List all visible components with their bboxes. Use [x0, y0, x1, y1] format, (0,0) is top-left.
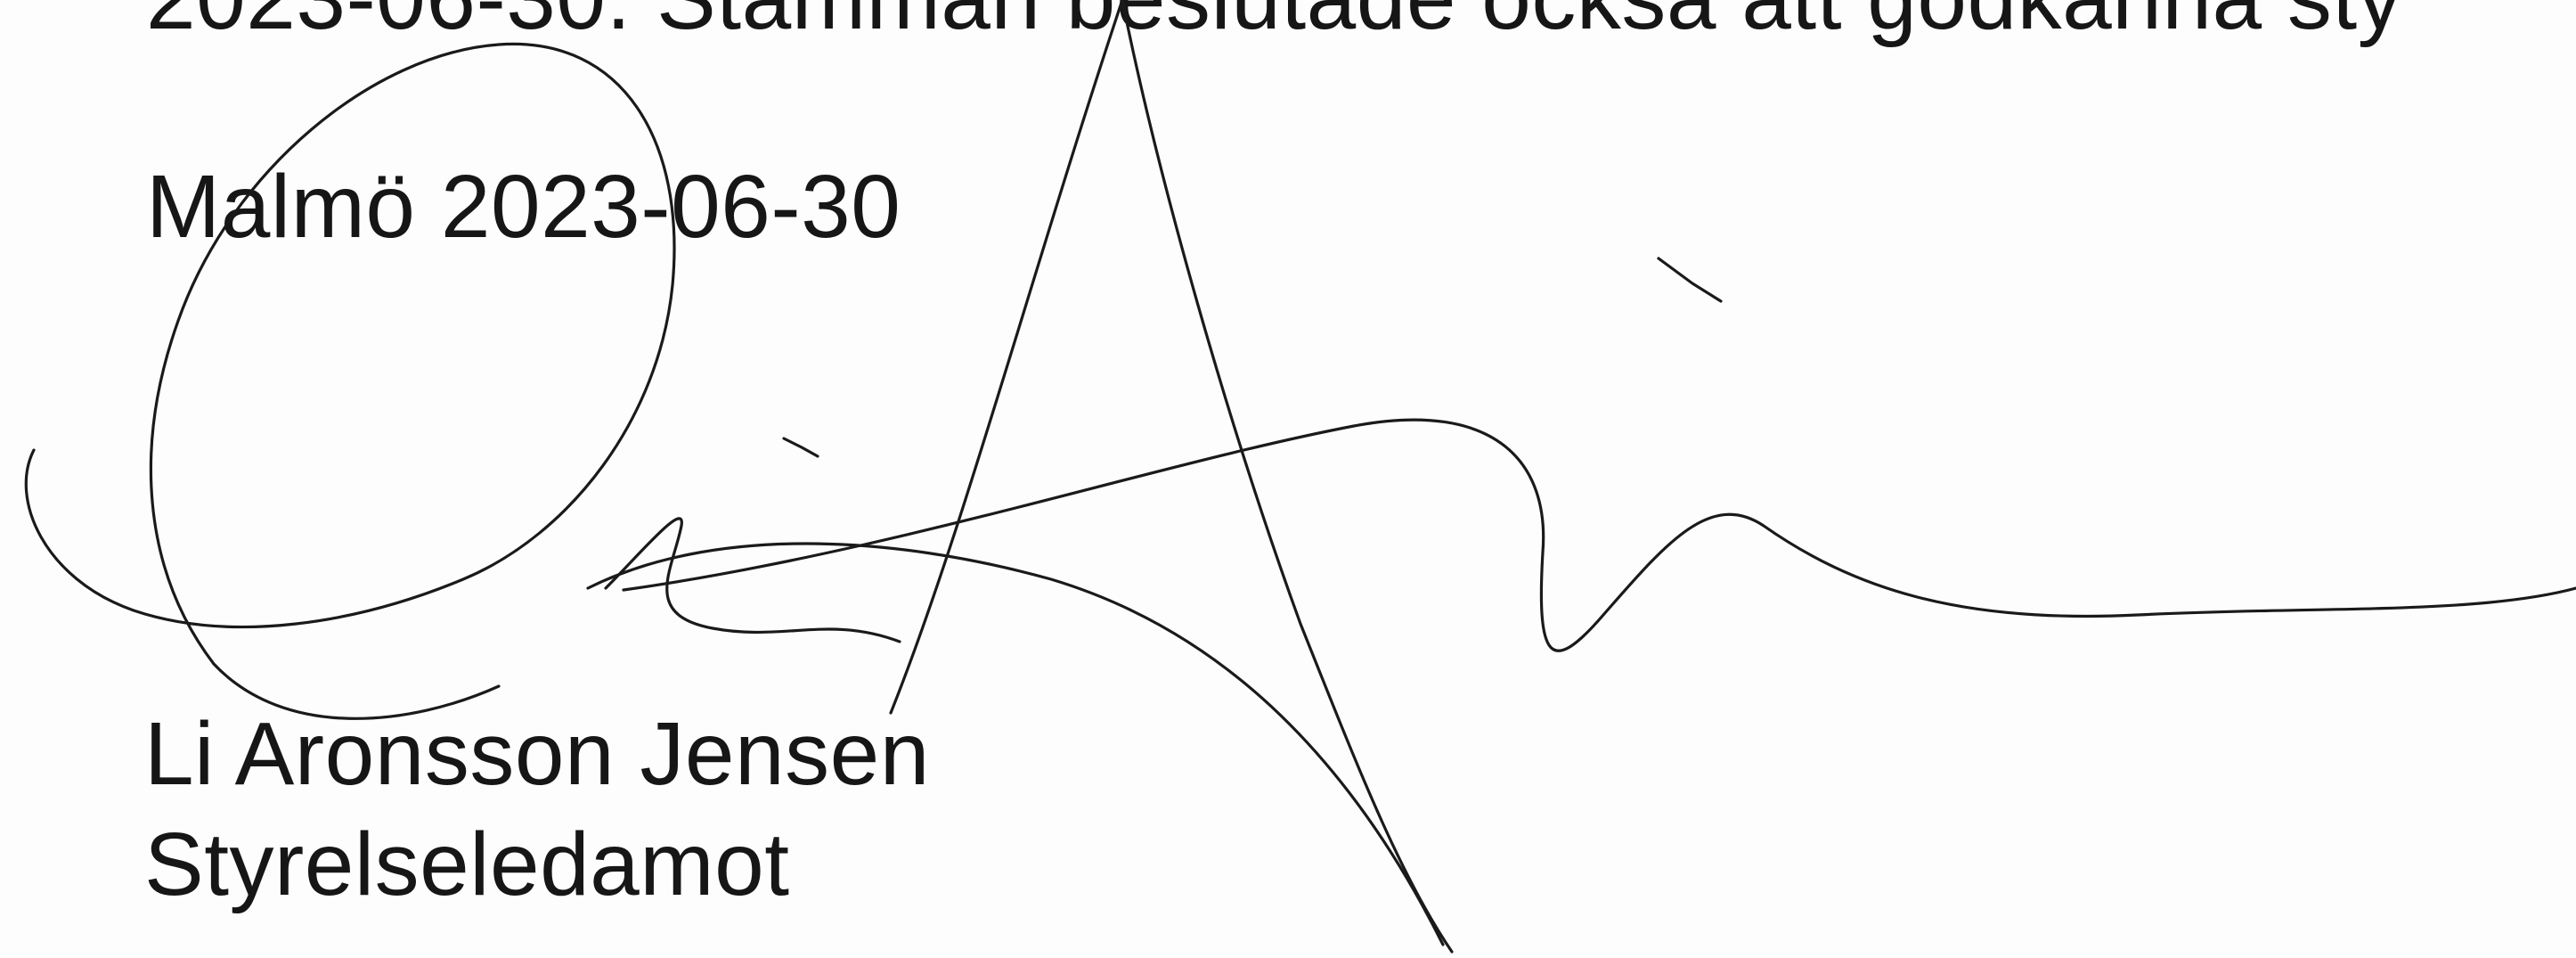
signer-role: Styrelseledamot [144, 815, 790, 914]
signature-wave-stroke [622, 418, 2576, 652]
signature-dash-right [1657, 257, 1723, 303]
signer-name: Li Aronsson Jensen [144, 704, 930, 804]
cut-off-text-line: 2023-06-30. Stämman beslutade också att … [146, 0, 2402, 43]
signature-dash-left [782, 437, 819, 458]
signature-large-loop [24, 42, 676, 720]
signature-small-loop [604, 517, 901, 643]
signature-peak-stroke [889, 0, 1454, 954]
place-and-date: Malmö 2023-06-30 [146, 157, 901, 257]
